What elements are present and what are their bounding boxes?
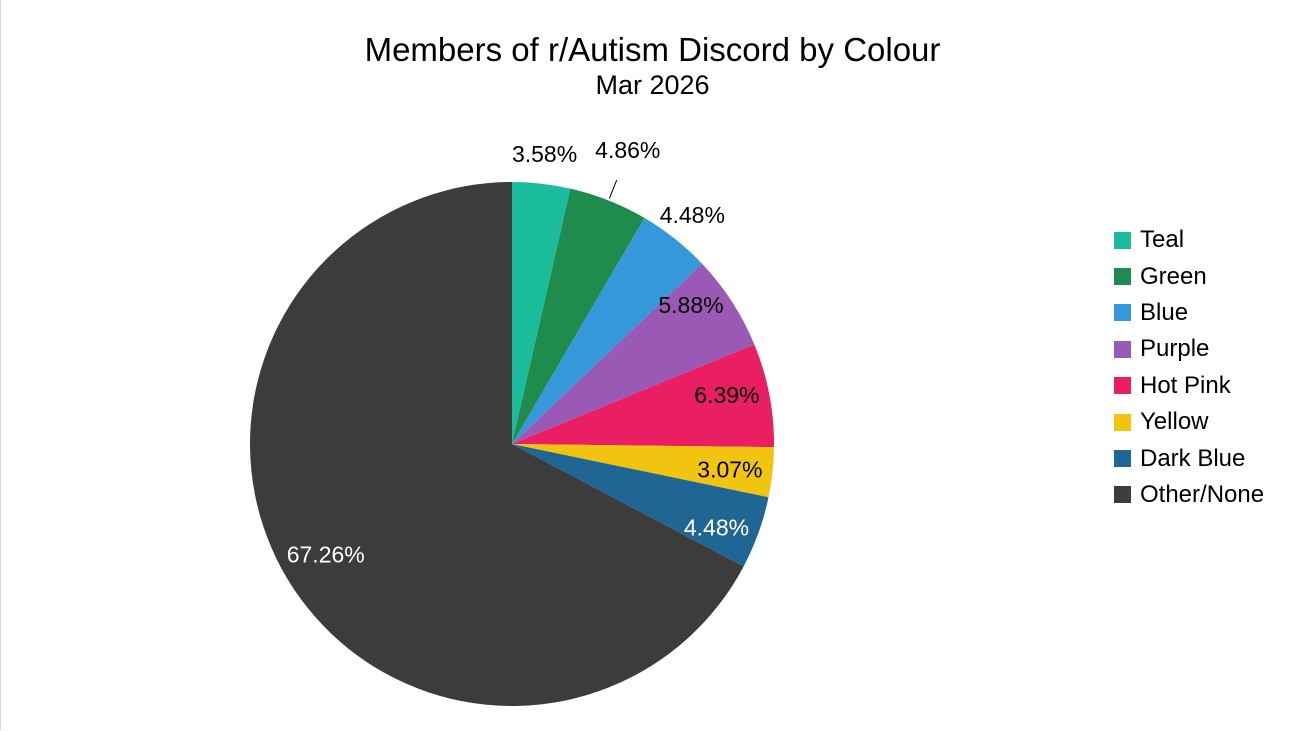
pie-slice-hot-pink — [512, 344, 774, 448]
legend-swatch-yellow — [1114, 413, 1131, 431]
pie-slice-teal — [512, 182, 571, 444]
legend-swatch-purple — [1114, 340, 1131, 358]
legend-label-hot-pink: Hot Pink — [1140, 371, 1231, 399]
legend-label-purple: Purple — [1140, 335, 1210, 363]
pie-slice-blue — [512, 217, 703, 444]
legend-swatch-green — [1114, 268, 1131, 286]
pie-slice-other-none — [249, 182, 744, 706]
data-label-other-none: 67.26% — [287, 541, 365, 567]
legend-item-purple: Purple — [1114, 331, 1264, 367]
legend-swatch-dark-blue — [1114, 450, 1131, 468]
data-label-yellow: 3.07% — [697, 456, 762, 482]
legend-label-blue: Blue — [1140, 298, 1189, 326]
legend-item-green: Green — [1114, 258, 1264, 294]
legend-item-blue: Blue — [1114, 295, 1264, 331]
leader-line-green — [608, 179, 618, 199]
pie-slice-dark-blue — [512, 444, 769, 567]
data-label-blue: 4.48% — [660, 202, 725, 228]
legend-item-dark-blue: Dark Blue — [1114, 440, 1264, 476]
legend-label-green: Green — [1140, 262, 1207, 290]
data-label-dark-blue: 4.48% — [684, 514, 749, 540]
legend-swatch-hot-pink — [1114, 377, 1131, 395]
legend-label-yellow: Yellow — [1140, 408, 1209, 436]
chart-subtitle: Mar 2026 — [595, 70, 710, 100]
legend-item-hot-pink: Hot Pink — [1114, 368, 1264, 404]
data-label-teal: 3.58% — [512, 141, 577, 167]
legend: Teal Green Blue Purple Hot Pink Yellow Dark Bl… — [1114, 222, 1264, 513]
pie-slice-purple — [512, 263, 755, 444]
data-label-green: 4.86% — [595, 137, 660, 163]
legend-item-other-none: Other/None — [1114, 477, 1264, 513]
legend-item-teal: Teal — [1114, 222, 1264, 258]
legend-label-other-none: Other/None — [1140, 480, 1265, 508]
data-label-purple: 5.88% — [658, 292, 723, 318]
chart-title: Members of r/Autism Discord by Colour — [364, 31, 941, 68]
legend-item-yellow: Yellow — [1114, 404, 1264, 440]
pie-slice-yellow — [512, 444, 774, 498]
legend-swatch-blue — [1114, 304, 1131, 322]
legend-swatch-teal — [1114, 231, 1131, 249]
data-label-hot-pink: 6.39% — [694, 382, 759, 408]
legend-swatch-other-none — [1114, 486, 1131, 504]
legend-label-dark-blue: Dark Blue — [1140, 444, 1246, 472]
legend-label-teal: Teal — [1140, 226, 1185, 254]
pie-slice-green — [512, 188, 645, 444]
